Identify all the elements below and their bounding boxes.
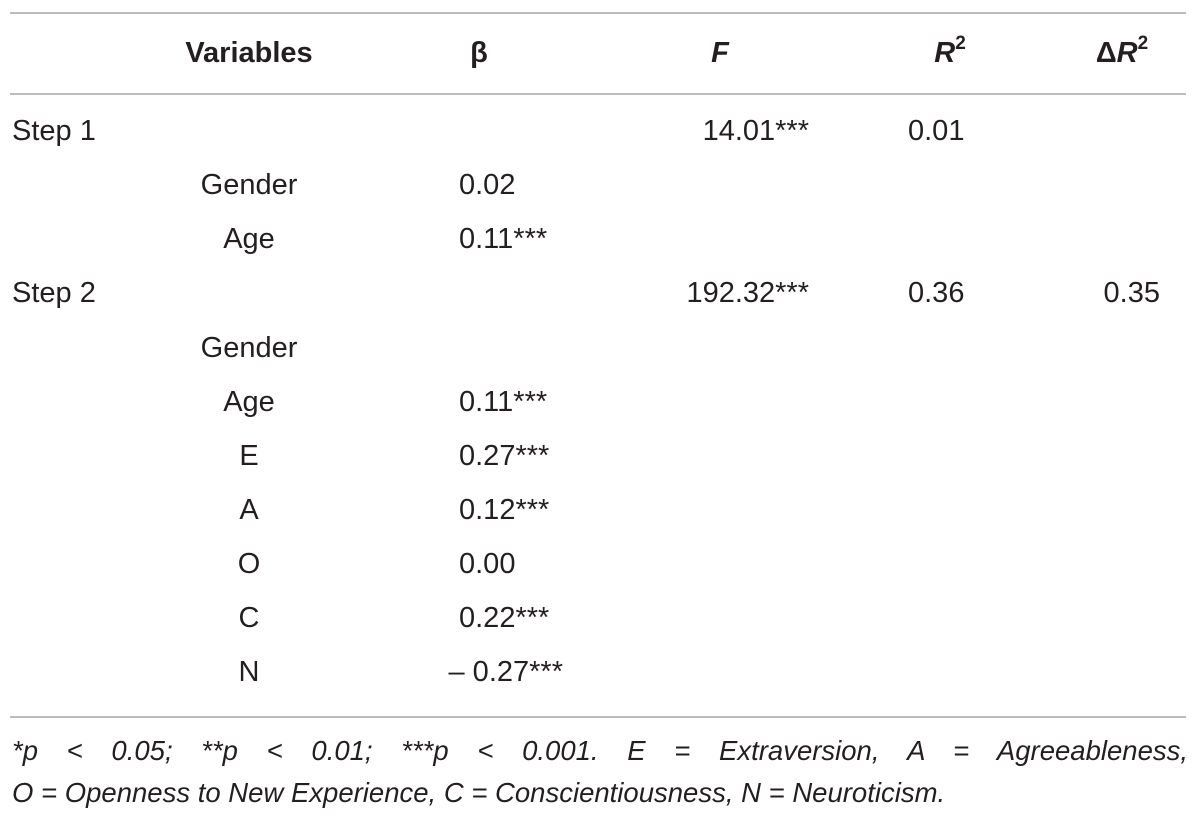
f-value: 192.32*** [686,277,809,309]
step-label: Step 2 [12,277,96,309]
beta-value: 0.27*** [459,440,550,472]
variable-label: N [238,656,260,688]
f-value: 14.01*** [702,115,809,147]
header-delta-r-sup: 2 [1137,33,1149,54]
header-f: F [711,37,729,69]
variable-label: Age [223,386,275,418]
beta-value: 0.12*** [459,494,550,526]
header-delta-r-base: R [1116,37,1138,69]
header-r-squared-sup: 2 [955,33,966,54]
header-variables: Variables [185,37,313,69]
variable-label: Age [223,223,275,255]
table-header-rule [10,93,1186,95]
table-top-rule [10,12,1186,14]
table-footnote: *p < 0.05; **p < 0.01; ***p < 0.001. E =… [12,730,1188,814]
header-beta: β [470,37,488,69]
delta-r-squared-value: 0.35 [1103,277,1160,309]
footnote-line-2: O = Openness to New Experience, C = Cons… [12,777,946,808]
r-squared-value: 0.01 [908,115,965,147]
header-delta-symbol: Δ [1095,37,1117,69]
beta-value: 0.11*** [459,223,548,255]
variable-label: E [239,440,259,472]
header-r-squared-base: R [934,37,956,69]
beta-value: – 0.27*** [448,656,564,688]
variable-label: Gender [200,332,298,364]
beta-value: 0.00 [459,548,516,580]
variable-label: O [237,548,261,580]
beta-value: 0.11*** [459,386,548,418]
header-r-squared: R2 [934,33,966,74]
variable-label: Gender [200,169,298,201]
beta-value: 0.22*** [459,602,550,634]
r-squared-value: 0.36 [908,277,965,309]
variable-label: A [239,494,259,526]
beta-value: 0.02 [459,169,516,201]
table-bottom-rule [10,716,1186,718]
step-label: Step 1 [12,115,96,147]
header-delta-r-squared: ΔR2 [1095,33,1149,74]
variable-label: C [238,602,260,634]
footnote-line-1: *p < 0.05; **p < 0.01; ***p < 0.001. E =… [12,735,1188,766]
